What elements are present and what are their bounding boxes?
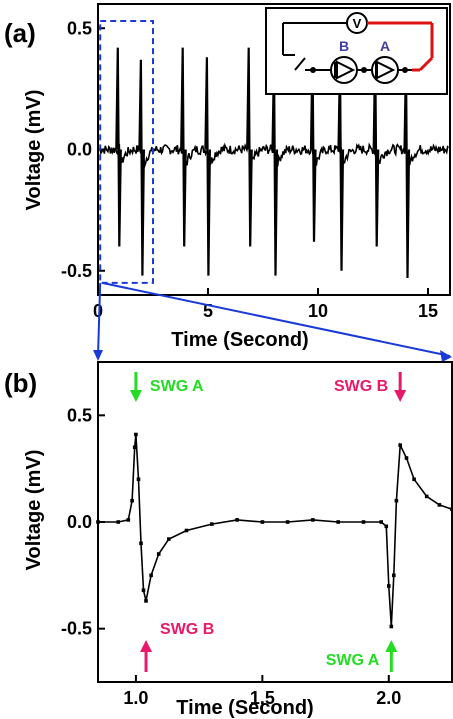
panel-b-y-tick-label: -0.5 — [61, 619, 92, 639]
panel-b-point — [404, 456, 409, 460]
panel-b-point — [394, 498, 399, 503]
panel-a-trace — [98, 47, 450, 279]
zoom-box — [99, 19, 154, 284]
panel-b-point — [144, 599, 148, 603]
panel-b-point — [285, 520, 290, 524]
panel-b-x-tick-label: 2.0 — [376, 688, 401, 708]
panel-b-label: (b) — [4, 368, 37, 398]
annotation-arrow-icon — [129, 390, 142, 402]
panel-a-spike — [337, 59, 345, 271]
panel-b-point — [398, 443, 402, 447]
panel-b-point — [437, 503, 442, 507]
panel-b-x-tick-label: 1.5 — [250, 688, 275, 708]
panel-b-point — [379, 520, 383, 524]
panel-b-point — [392, 573, 396, 578]
panel-b-point — [336, 520, 340, 524]
panel-a-spike — [271, 59, 279, 276]
panel-b-point — [167, 537, 171, 541]
panel-b-annotations: SWG A SWG B SWG B SWG A — [129, 372, 407, 672]
panel-a-ylabel: Voltage (mV) — [23, 90, 45, 211]
zoom-connector-right — [101, 281, 451, 357]
panel-b-point — [210, 522, 214, 526]
node-right — [402, 67, 408, 73]
panel-b-y-tick-label: 0.0 — [67, 512, 92, 532]
panel-b-frame — [97, 361, 453, 683]
panel-b-point — [126, 518, 131, 522]
panel-b-point — [260, 520, 265, 524]
zoom-arrow-right-icon — [440, 350, 452, 362]
zoom-arrow-left-icon — [93, 350, 103, 361]
panel-a-x-tick-label: 0 — [93, 301, 103, 321]
panel-b-line — [98, 434, 453, 627]
panel-b-point — [134, 432, 138, 437]
panel-b-point — [116, 520, 120, 524]
panel-a-spike — [372, 47, 380, 247]
panel-b-point — [387, 584, 391, 588]
panel-b-ticks: 1.0 1.5 2.0 -0.5 0.0 0.5 — [61, 405, 401, 708]
panel-a-spike — [180, 47, 187, 247]
panel-b-point — [384, 524, 389, 529]
panel-b-point — [389, 624, 394, 629]
panel-b-point — [235, 518, 239, 522]
device-b-label: B — [339, 38, 349, 54]
node-left — [310, 67, 316, 73]
panel-a-frame — [97, 3, 451, 296]
panel-b-point — [412, 477, 416, 482]
annotation-arrow-icon — [385, 640, 398, 652]
annotation-label: SWG B — [160, 621, 214, 638]
panel-a-spike — [115, 47, 122, 247]
panel-a-spike — [403, 59, 411, 279]
panel-b-ylabel: Voltage (mV) — [23, 450, 45, 571]
voltmeter-label: V — [353, 16, 362, 31]
panel-a: (a) 0 5 10 15 -0.5 0.0 0.5 Time (Second) Volta… — [4, 3, 451, 351]
panel-a-ticks: 0 5 10 15 -0.5 0.0 0.5 — [61, 18, 438, 321]
device-b-icon — [330, 56, 358, 84]
panel-a-spike — [246, 47, 253, 247]
panel-b-point — [132, 445, 137, 450]
panel-a-x-tick-label: 10 — [308, 301, 328, 321]
panel-a-spike — [309, 50, 317, 242]
panel-b-xlabel: Time (Second) — [176, 697, 313, 719]
panel-b-y-tick-label: 0.5 — [67, 405, 92, 425]
panel-a-x-tick-label: 15 — [418, 301, 438, 321]
panel-a-x-tick-label: 5 — [203, 301, 213, 321]
panel-b-trace — [96, 432, 453, 629]
annotation-label: SWG B — [334, 378, 388, 395]
panel-b-x-tick-label: 1.0 — [123, 688, 148, 708]
panel-b-point — [311, 518, 315, 522]
panel-a-xlabel: Time (Second) — [171, 329, 308, 351]
panel-b-point — [141, 588, 146, 593]
panel-a-label: (a) — [4, 18, 36, 48]
panel-b-point — [139, 541, 143, 546]
panel-b-point — [361, 520, 366, 524]
switch-left — [294, 57, 306, 71]
circuit-inset: V B A — [265, 7, 448, 95]
panel-b-point — [136, 477, 141, 482]
device-a-label: A — [380, 38, 390, 54]
panel-a-spike — [204, 57, 211, 276]
panel-a-y-tick-label: 0.0 — [67, 140, 92, 160]
panel-a-spike — [138, 59, 145, 276]
panel-b-point — [156, 552, 161, 556]
panel-b-point — [184, 528, 189, 533]
node-middle — [361, 67, 367, 73]
annotation-arrow-icon — [394, 390, 407, 402]
zoom-connector-left — [97, 282, 102, 357]
panel-a-y-tick-label: 0.5 — [67, 18, 92, 38]
device-a-icon — [371, 56, 399, 84]
panel-b-point — [424, 494, 429, 499]
panel-a-y-tick-label: -0.5 — [61, 261, 92, 281]
annotation-arrow-icon — [140, 640, 153, 652]
panel-b-point — [130, 498, 134, 503]
annotation-label: SWG A — [326, 652, 380, 669]
annotation-label: SWG A — [150, 378, 204, 395]
switch-right — [418, 56, 434, 72]
panel-b-point — [149, 573, 153, 578]
